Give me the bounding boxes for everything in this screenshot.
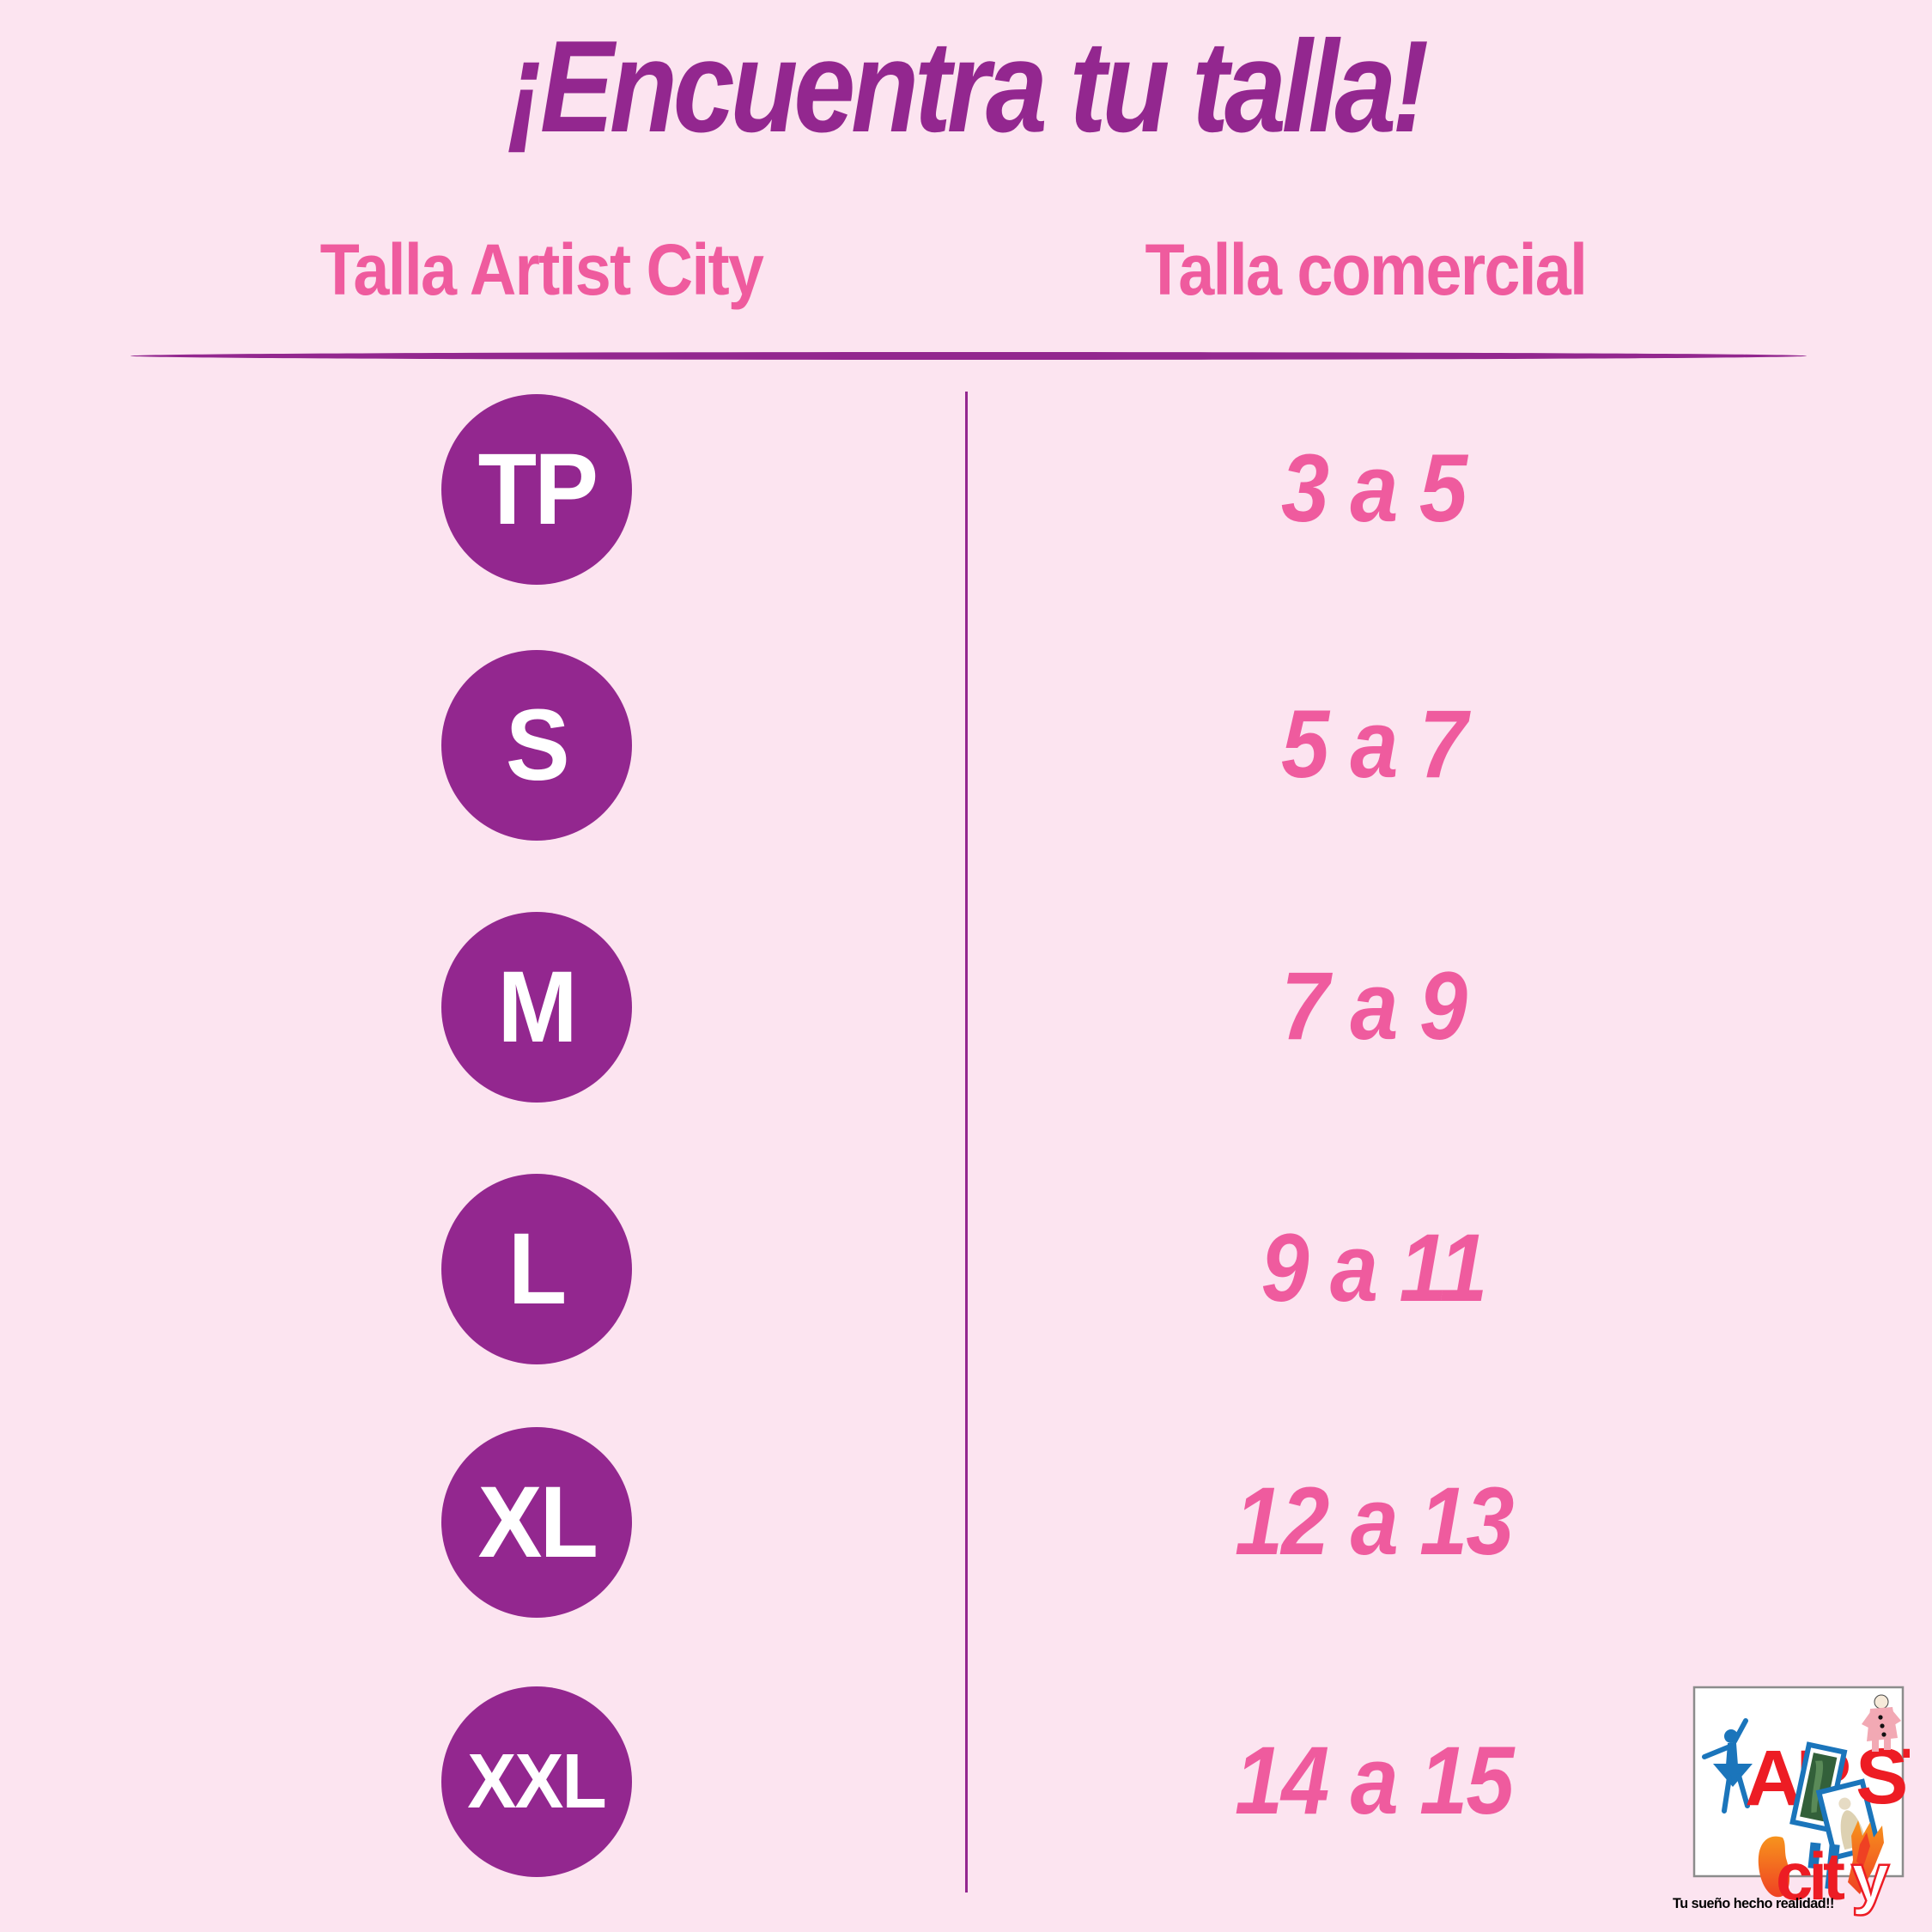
logo-swoosh-right2-icon [1856,1832,1870,1867]
commercial-size-value: 12 a 13 [1235,1467,1515,1575]
logo-frame-green-icon [1789,1741,1848,1833]
column-header-artist-city: Talla Artist City [319,229,763,310]
commercial-size-value: 5 a 7 [1281,690,1467,798]
size-badge-tp: TP [441,394,632,585]
logo-word-st: ST [1856,1733,1910,1820]
page-title: ¡Encuentra tu talla! [507,14,1429,160]
logo-swoosh-left-icon [1758,1836,1790,1898]
commercial-size-value: 7 a 9 [1281,952,1467,1060]
logo-word-cit: cit [1776,1838,1845,1914]
logo-tagline: Tu sueño hecho realidad!! [1673,1895,1834,1911]
logo-city-i-accent [1807,1842,1821,1869]
logo-word-y: y [1851,1839,1890,1916]
logo-city-t-accent [1825,1844,1840,1890]
commercial-size-value: 3 a 5 [1281,434,1467,542]
logo-clown-icon [1862,1694,1901,1752]
size-badge-l: L [441,1174,632,1364]
size-badge-xl: XL [441,1427,632,1618]
column-divider-line [965,392,968,1893]
size-badge-s: S [441,650,632,841]
commercial-size-value: 9 a 11 [1261,1214,1488,1321]
artist-city-logo: AR ST [1692,1686,1910,1917]
column-header-comercial: Talla comercial [1145,229,1587,310]
header-divider-line [131,352,1807,360]
size-badge-m: M [441,912,632,1103]
commercial-size-value: 14 a 15 [1235,1727,1515,1834]
logo-ballerina-icon [1702,1718,1753,1814]
size-badge-xxl: XXL [441,1686,632,1877]
